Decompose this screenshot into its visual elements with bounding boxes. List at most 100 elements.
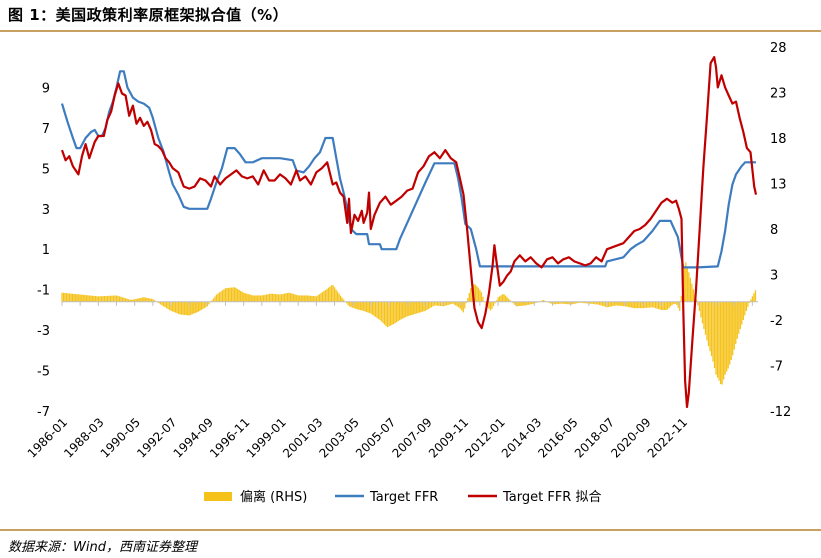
deviation-bar bbox=[436, 301, 439, 306]
deviation-bar bbox=[477, 287, 480, 302]
deviation-bar bbox=[161, 301, 163, 306]
deviation-bar bbox=[200, 301, 202, 310]
deviation-bar bbox=[129, 299, 131, 302]
deviation-bar bbox=[332, 284, 334, 302]
deviation-bar bbox=[270, 293, 272, 302]
deviation-bar bbox=[173, 301, 175, 313]
deviation-bar bbox=[627, 301, 629, 307]
deviation-bar bbox=[704, 301, 707, 335]
deviation-bar bbox=[202, 301, 204, 310]
deviation-bar bbox=[196, 301, 198, 313]
deviation-bar bbox=[421, 301, 424, 312]
deviation-bar bbox=[630, 301, 632, 308]
deviation-bar bbox=[114, 295, 116, 302]
deviation-bar bbox=[462, 301, 464, 313]
deviation-bar bbox=[367, 301, 369, 313]
deviation-bar bbox=[118, 296, 121, 302]
deviation-bar bbox=[597, 301, 599, 305]
deviation-bar bbox=[152, 299, 154, 302]
deviation-bar bbox=[517, 301, 519, 307]
deviation-bar bbox=[651, 301, 654, 308]
deviation-bar bbox=[299, 295, 301, 302]
deviation-bar bbox=[82, 294, 84, 302]
deviation-bar bbox=[626, 301, 628, 307]
deviation-bar bbox=[435, 301, 437, 306]
deviation-bar bbox=[417, 301, 419, 314]
deviation-bar bbox=[612, 301, 614, 307]
deviation-bar bbox=[692, 289, 695, 302]
deviation-bar bbox=[143, 297, 145, 302]
deviation-bar bbox=[68, 293, 71, 302]
deviation-bar bbox=[647, 301, 649, 308]
deviation-bar bbox=[64, 293, 66, 302]
legend: 偏离 (RHS) Target FFR Target FFR 拟合 bbox=[204, 489, 601, 505]
deviation-bar bbox=[691, 283, 693, 302]
deviation-bar bbox=[427, 301, 430, 310]
deviation-bar bbox=[464, 301, 466, 309]
deviation-bar bbox=[302, 295, 304, 302]
deviation-bar bbox=[726, 301, 728, 372]
deviation-bar bbox=[618, 301, 620, 306]
deviation-bar bbox=[358, 301, 360, 310]
deviation-bar bbox=[665, 301, 667, 310]
deviation-bar bbox=[403, 301, 405, 318]
deviation-bar bbox=[111, 295, 113, 302]
deviation-bar bbox=[553, 301, 555, 305]
deviation-bar bbox=[479, 289, 481, 302]
deviation-bar bbox=[76, 294, 78, 302]
deviation-bar bbox=[380, 301, 383, 322]
left-tick-label: -5 bbox=[37, 365, 50, 380]
deviation-bar bbox=[542, 299, 545, 302]
deviation-bar bbox=[635, 301, 637, 309]
deviation-bar bbox=[659, 301, 661, 310]
deviation-bar bbox=[754, 290, 757, 302]
deviation-bar bbox=[305, 295, 307, 302]
deviation-bar bbox=[573, 301, 575, 304]
deviation-bar bbox=[638, 301, 640, 309]
deviation-bar bbox=[350, 301, 352, 308]
deviation-bar bbox=[744, 301, 746, 316]
deviation-bar bbox=[453, 301, 455, 305]
deviation-bar bbox=[489, 301, 492, 311]
x-axis-ticks bbox=[61, 301, 753, 306]
deviation-bar bbox=[214, 296, 216, 302]
deviation-bar bbox=[412, 301, 414, 315]
deviation-bar bbox=[318, 294, 321, 302]
deviation-bar bbox=[100, 296, 103, 302]
deviation-bar bbox=[677, 301, 679, 308]
deviation-bar bbox=[164, 301, 166, 308]
deviation-bar bbox=[670, 301, 672, 307]
deviation-bar bbox=[406, 301, 408, 317]
deviation-bar bbox=[112, 295, 115, 302]
deviation-bar bbox=[296, 294, 298, 302]
deviation-bar bbox=[321, 292, 324, 302]
bottom-rule bbox=[0, 529, 821, 531]
deviation-bar bbox=[674, 301, 676, 304]
deviation-bar bbox=[504, 295, 507, 302]
deviation-bar bbox=[482, 296, 484, 302]
deviation-bar bbox=[465, 301, 467, 304]
deviation-bar bbox=[106, 295, 109, 302]
deviation-bar bbox=[745, 301, 748, 311]
deviation-bar bbox=[243, 292, 245, 302]
deviation-bar bbox=[595, 301, 598, 305]
deviation-bar bbox=[444, 301, 446, 306]
deviation-bar bbox=[632, 301, 634, 308]
deviation-bar bbox=[223, 289, 225, 302]
deviation-bar bbox=[447, 301, 449, 305]
deviation-bar bbox=[556, 301, 558, 305]
deviation-bar bbox=[290, 293, 292, 302]
deviation-bar bbox=[617, 301, 619, 306]
deviation-bar bbox=[347, 301, 349, 306]
deviation-bar bbox=[315, 296, 318, 302]
deviation-bar bbox=[645, 301, 648, 308]
right-tick-label: -2 bbox=[770, 314, 783, 329]
deviation-bar bbox=[273, 293, 275, 302]
deviation-bar bbox=[448, 301, 451, 305]
deviation-bar bbox=[548, 301, 551, 304]
deviation-bar bbox=[512, 301, 514, 304]
deviation-bar bbox=[140, 297, 142, 302]
deviation-bar bbox=[115, 295, 118, 302]
deviation-bar bbox=[233, 287, 236, 302]
left-tick-label: -7 bbox=[37, 405, 50, 420]
